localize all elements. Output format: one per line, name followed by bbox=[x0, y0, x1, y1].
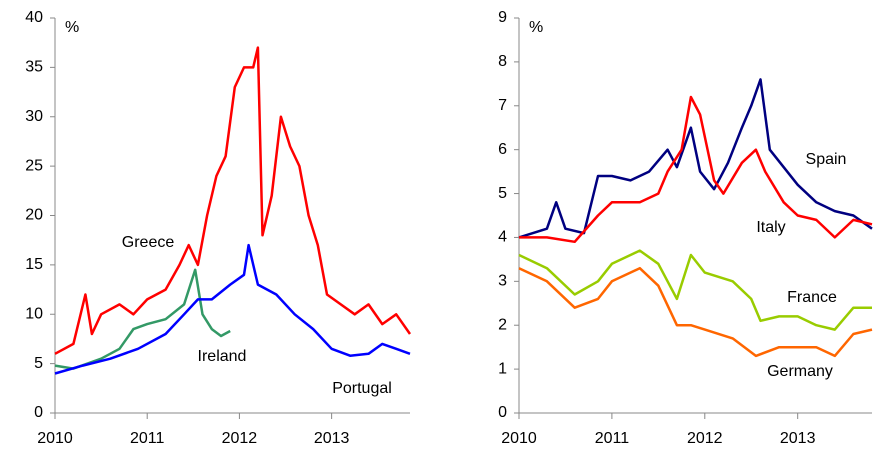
y-tick-label: 10 bbox=[25, 305, 43, 322]
series-label: Greece bbox=[122, 234, 175, 251]
series-line bbox=[519, 95, 873, 244]
y-tick-label: 15 bbox=[25, 256, 43, 273]
y-tick-label: 35 bbox=[25, 59, 43, 76]
series-label: Germany bbox=[767, 363, 833, 380]
y-tick-label: 25 bbox=[25, 157, 43, 174]
y-unit: % bbox=[529, 19, 543, 36]
series-label: Portugal bbox=[332, 380, 392, 397]
y-tick-label: 9 bbox=[498, 9, 507, 26]
x-tick-label: 2012 bbox=[222, 430, 258, 447]
y-tick-label: 40 bbox=[25, 9, 43, 26]
y-tick-label: 0 bbox=[498, 404, 507, 421]
y-tick-label: 7 bbox=[498, 97, 507, 114]
series-line bbox=[518, 266, 873, 358]
x-tick-label: 2013 bbox=[780, 430, 816, 447]
y-unit: % bbox=[65, 19, 79, 36]
y-tick-label: 8 bbox=[498, 53, 507, 70]
x-tick-label: 2012 bbox=[687, 430, 723, 447]
series-line bbox=[518, 249, 872, 331]
y-tick-label: 20 bbox=[25, 207, 43, 224]
series-label: Spain bbox=[806, 151, 847, 168]
x-tick-label: 2011 bbox=[130, 430, 165, 447]
x-tick-label: 2010 bbox=[501, 430, 537, 447]
x-tick-label: 2011 bbox=[595, 430, 630, 447]
y-tick-label: 0 bbox=[34, 404, 43, 421]
y-tick-label: 6 bbox=[498, 141, 507, 158]
series-line bbox=[54, 268, 231, 370]
series-label: Ireland bbox=[198, 348, 247, 365]
y-tick-label: 4 bbox=[498, 229, 507, 246]
y-tick-label: 2 bbox=[498, 316, 507, 333]
x-tick-label: 2013 bbox=[314, 430, 350, 447]
series-line bbox=[54, 46, 412, 355]
y-tick-label: 30 bbox=[25, 108, 43, 125]
y-tick-label: 5 bbox=[498, 185, 507, 202]
series-label: France bbox=[787, 289, 837, 306]
x-tick-label: 2010 bbox=[37, 430, 73, 447]
series-line bbox=[54, 243, 411, 375]
y-tick-label: 3 bbox=[498, 273, 507, 290]
series-label: Italy bbox=[756, 219, 785, 236]
y-tick-label: 5 bbox=[34, 355, 43, 372]
y-tick-label: 1 bbox=[498, 360, 507, 377]
